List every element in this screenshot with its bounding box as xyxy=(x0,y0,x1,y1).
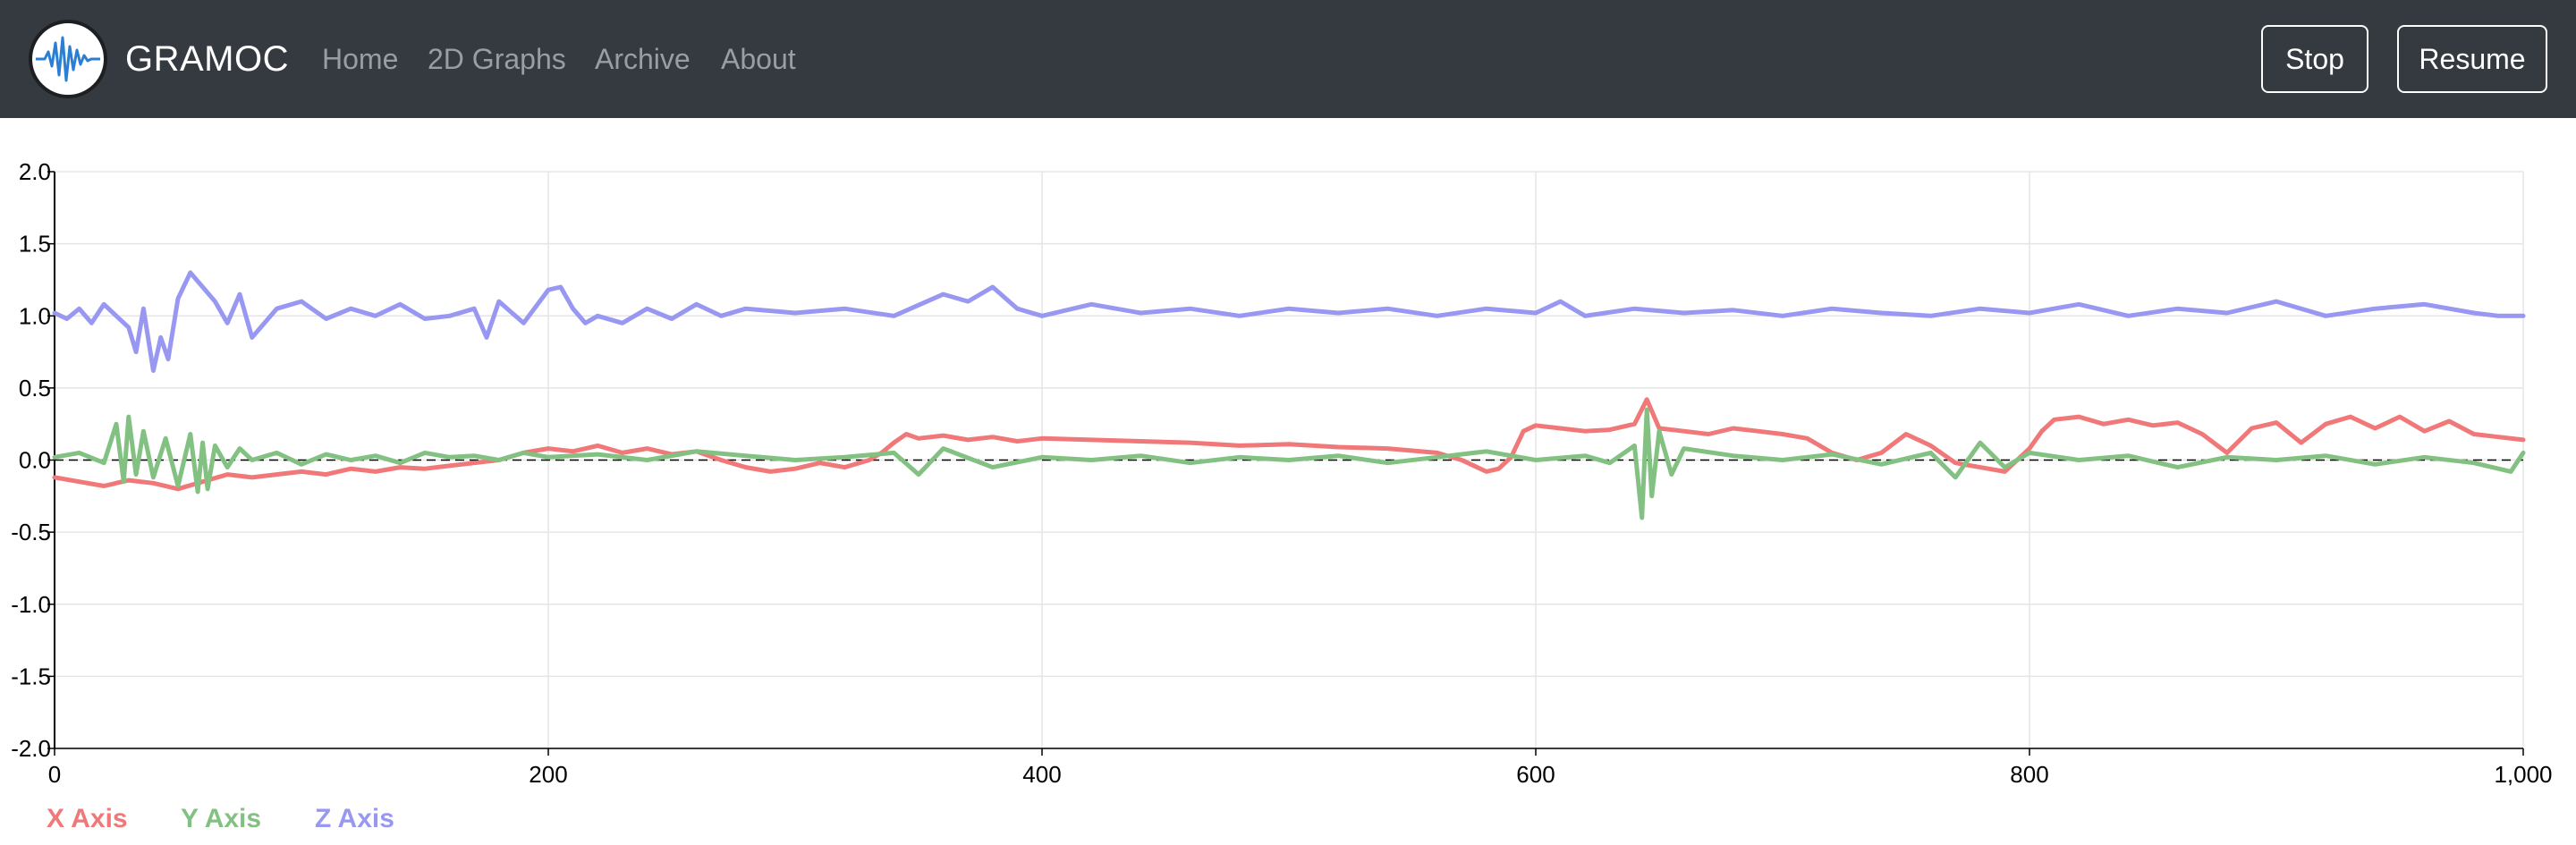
stop-button[interactable]: Stop xyxy=(2261,25,2368,93)
resume-button[interactable]: Resume xyxy=(2397,25,2547,93)
y-tick-label: -2.0 xyxy=(11,735,51,762)
nav-link-archive[interactable]: Archive xyxy=(595,43,691,75)
navbar: GRAMOC Home 2D Graphs Archive About Stop… xyxy=(0,0,2576,118)
series-line-z-axis xyxy=(52,270,2526,373)
waveform-icon xyxy=(36,36,100,82)
x-tick-label: 400 xyxy=(1022,761,1061,788)
legend-y-axis: Y Axis xyxy=(181,804,262,833)
x-tick-label: 800 xyxy=(2010,761,2048,788)
nav-link-home[interactable]: Home xyxy=(322,43,399,75)
x-tick-label: 600 xyxy=(1516,761,1555,788)
y-tick-label: 2.0 xyxy=(19,158,51,185)
legend-x-axis: X Axis xyxy=(47,804,128,833)
legend-z-axis: Z Axis xyxy=(315,804,394,833)
y-tick-label: -0.5 xyxy=(11,519,51,545)
series-line-y-axis xyxy=(52,407,2526,520)
logo[interactable] xyxy=(29,20,107,98)
x-tick-label: 200 xyxy=(529,761,567,788)
series-line-x-axis xyxy=(52,397,2526,492)
sensor-line-chart: 2.0 1.5 1.0 0.5 0.0 -0.5 -1.0 -1.5 -2.00 200 400 60… xyxy=(11,158,2552,788)
x-tick-label: 1,000 xyxy=(2494,761,2552,788)
y-tick-label: -1.5 xyxy=(11,663,51,689)
chart-axes xyxy=(47,171,2524,756)
y-tick-label: 1.0 xyxy=(19,302,51,329)
chart-series xyxy=(52,270,2526,520)
y-tick-label: 0.5 xyxy=(19,375,51,401)
nav-link-about[interactable]: About xyxy=(721,43,796,75)
nav-link-2d-graphs[interactable]: 2D Graphs xyxy=(428,43,566,75)
y-tick-label: -1.0 xyxy=(11,591,51,618)
x-tick-label: 0 xyxy=(48,761,61,788)
brand-name[interactable]: GRAMOC xyxy=(125,39,289,79)
y-tick-label: 1.5 xyxy=(19,231,51,258)
y-tick-label: 0.0 xyxy=(19,447,51,474)
chart-ticks: 2.0 1.5 1.0 0.5 0.0 -0.5 -1.0 -1.5 -2.00 200 400 60… xyxy=(11,158,2552,788)
